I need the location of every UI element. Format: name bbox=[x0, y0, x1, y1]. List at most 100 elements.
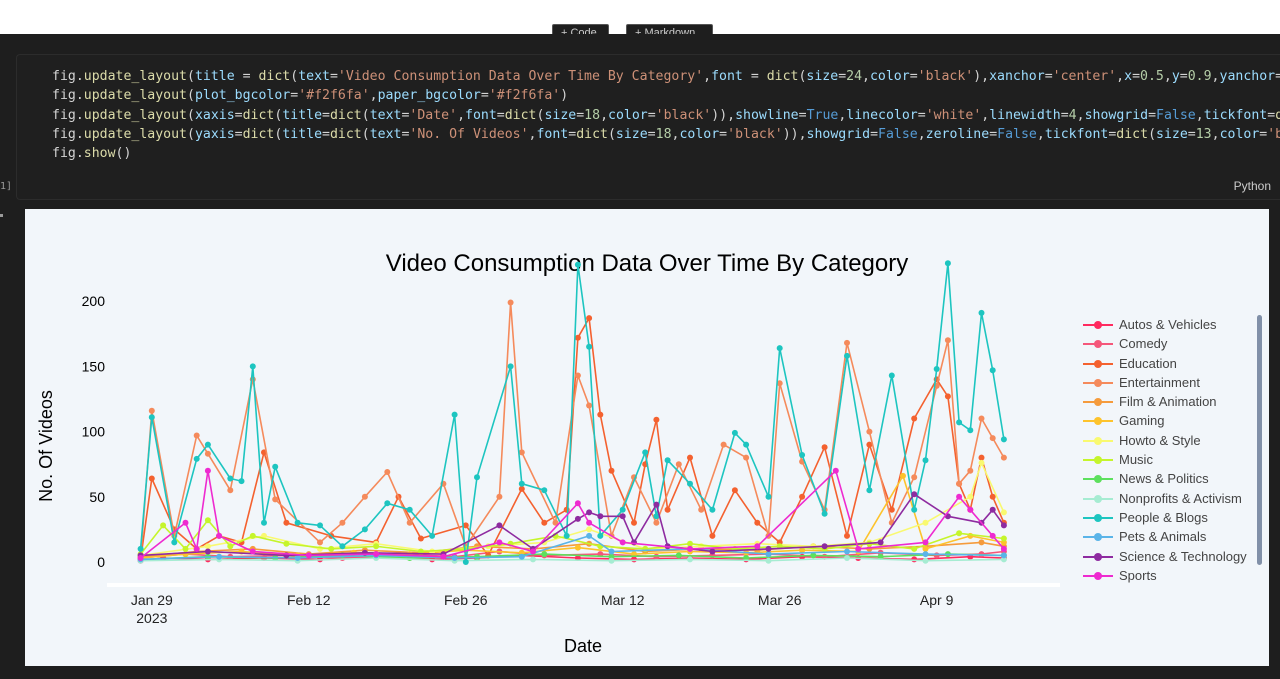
data-point[interactable] bbox=[586, 343, 593, 350]
data-point[interactable] bbox=[1000, 509, 1007, 516]
legend-item[interactable]: Music bbox=[1083, 450, 1253, 469]
data-point[interactable] bbox=[328, 545, 335, 552]
data-point[interactable] bbox=[989, 435, 996, 442]
data-point[interactable] bbox=[1000, 535, 1007, 542]
data-point[interactable] bbox=[653, 416, 660, 423]
data-point[interactable] bbox=[384, 500, 391, 507]
data-point[interactable] bbox=[675, 552, 682, 559]
legend-item[interactable]: Film & Animation bbox=[1083, 392, 1253, 411]
data-point[interactable] bbox=[462, 559, 469, 565]
data-point[interactable] bbox=[944, 260, 951, 267]
data-point[interactable] bbox=[574, 544, 581, 551]
data-point[interactable] bbox=[978, 459, 985, 466]
data-point[interactable] bbox=[417, 535, 424, 542]
data-point[interactable] bbox=[956, 530, 963, 537]
data-point[interactable] bbox=[922, 545, 929, 552]
data-point[interactable] bbox=[765, 545, 772, 552]
data-point[interactable] bbox=[451, 555, 458, 561]
data-point[interactable] bbox=[608, 548, 615, 555]
data-point[interactable] bbox=[552, 519, 559, 526]
data-point[interactable] bbox=[675, 461, 682, 468]
data-point[interactable] bbox=[944, 393, 951, 400]
data-point[interactable] bbox=[619, 539, 626, 546]
data-point[interactable] bbox=[530, 556, 536, 563]
data-point[interactable] bbox=[193, 455, 200, 462]
data-point[interactable] bbox=[687, 545, 693, 552]
data-point[interactable] bbox=[440, 553, 447, 560]
data-point[interactable] bbox=[474, 553, 480, 560]
data-point[interactable] bbox=[137, 555, 144, 561]
data-point[interactable] bbox=[978, 454, 985, 461]
data-point[interactable] bbox=[911, 415, 918, 422]
data-point[interactable] bbox=[844, 532, 850, 539]
data-point[interactable] bbox=[586, 532, 593, 539]
data-point[interactable] bbox=[361, 526, 368, 533]
data-point[interactable] bbox=[911, 474, 918, 481]
code-editor[interactable]: fig.update_layout(title = dict(text='Vid… bbox=[52, 67, 1280, 163]
data-point[interactable] bbox=[978, 309, 985, 316]
data-point[interactable] bbox=[204, 450, 211, 457]
data-point[interactable] bbox=[182, 545, 189, 552]
data-point[interactable] bbox=[765, 557, 772, 564]
data-point[interactable] bbox=[148, 414, 155, 421]
data-point[interactable] bbox=[799, 547, 806, 554]
data-point[interactable] bbox=[944, 337, 951, 344]
data-point[interactable] bbox=[518, 449, 525, 456]
data-point[interactable] bbox=[709, 506, 716, 513]
data-point[interactable] bbox=[731, 487, 738, 494]
legend-item[interactable]: Education bbox=[1083, 354, 1253, 373]
data-point[interactable] bbox=[429, 532, 436, 539]
data-point[interactable] bbox=[967, 493, 974, 500]
series-sports[interactable] bbox=[137, 467, 1007, 561]
data-point[interactable] bbox=[238, 478, 245, 485]
data-point[interactable] bbox=[844, 352, 850, 359]
data-point[interactable] bbox=[619, 513, 626, 520]
data-point[interactable] bbox=[574, 261, 581, 268]
legend-item[interactable]: News & Politics bbox=[1083, 469, 1253, 488]
data-point[interactable] bbox=[956, 493, 963, 500]
data-point[interactable] bbox=[978, 415, 985, 422]
data-point[interactable] bbox=[720, 441, 727, 448]
data-point[interactable] bbox=[1000, 545, 1007, 552]
data-point[interactable] bbox=[249, 363, 256, 370]
data-point[interactable] bbox=[373, 543, 380, 550]
data-point[interactable] bbox=[597, 532, 604, 539]
data-point[interactable] bbox=[586, 519, 593, 526]
data-point[interactable] bbox=[866, 487, 873, 494]
legend-item[interactable]: Howto & Style bbox=[1083, 431, 1253, 450]
data-point[interactable] bbox=[317, 522, 323, 529]
data-point[interactable] bbox=[406, 519, 413, 526]
data-point[interactable] bbox=[496, 522, 503, 529]
data-point[interactable] bbox=[294, 555, 301, 561]
data-point[interactable] bbox=[832, 467, 839, 474]
data-point[interactable] bbox=[496, 539, 503, 546]
data-point[interactable] bbox=[653, 553, 660, 560]
data-point[interactable] bbox=[989, 532, 996, 539]
data-point[interactable] bbox=[776, 380, 783, 387]
series-people-blogs[interactable] bbox=[137, 260, 1007, 565]
data-point[interactable] bbox=[1000, 552, 1007, 559]
data-point[interactable] bbox=[339, 519, 346, 526]
data-point[interactable] bbox=[227, 487, 234, 494]
data-point[interactable] bbox=[518, 553, 525, 560]
data-point[interactable] bbox=[855, 545, 862, 552]
legend-item[interactable]: Pets & Animals bbox=[1083, 527, 1253, 546]
data-point[interactable] bbox=[698, 506, 705, 513]
data-point[interactable] bbox=[877, 553, 884, 560]
data-point[interactable] bbox=[743, 441, 750, 448]
data-point[interactable] bbox=[911, 545, 918, 552]
data-point[interactable] bbox=[653, 519, 660, 526]
data-point[interactable] bbox=[933, 366, 940, 372]
data-point[interactable] bbox=[204, 517, 211, 524]
data-point[interactable] bbox=[574, 334, 581, 341]
data-point[interactable] bbox=[204, 467, 211, 474]
data-point[interactable] bbox=[776, 345, 783, 352]
data-point[interactable] bbox=[193, 432, 200, 439]
data-point[interactable] bbox=[283, 540, 290, 547]
data-point[interactable] bbox=[541, 551, 548, 558]
data-point[interactable] bbox=[922, 519, 929, 526]
data-point[interactable] bbox=[171, 539, 178, 546]
data-point[interactable] bbox=[754, 543, 761, 550]
data-point[interactable] bbox=[888, 506, 895, 513]
data-point[interactable] bbox=[586, 509, 593, 516]
